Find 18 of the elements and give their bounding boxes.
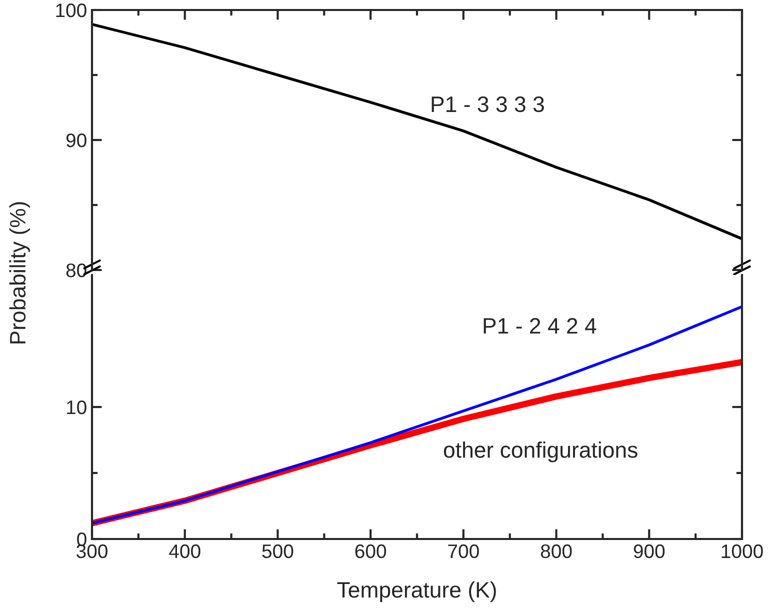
x-tick-label: 900 [634, 544, 665, 558]
x-tick-label: 400 [169, 544, 200, 558]
x-tick-label: 700 [448, 544, 479, 558]
y-tick-label: 100 [56, 3, 86, 18]
x-axis-title: Temperature (K) [337, 581, 496, 602]
x-tick-label: 500 [262, 544, 294, 558]
x-tick-label: 800 [540, 544, 572, 558]
line-series [92, 305, 742, 525]
annotation: P1 - 3 3 3 3 [432, 96, 544, 112]
y-axis-title: Probability (%) [9, 202, 30, 344]
y-tick-label: 90 [66, 133, 86, 148]
x-tick-label: 300 [76, 544, 108, 558]
annotation: P1 - 2 4 2 4 [484, 318, 596, 334]
x-tick-label: 1000 [722, 544, 763, 558]
y-tick-label: 10 [66, 400, 86, 414]
line-series [92, 22, 742, 240]
x-tick-label: 600 [355, 544, 386, 558]
annotation: other configurations [444, 442, 638, 462]
